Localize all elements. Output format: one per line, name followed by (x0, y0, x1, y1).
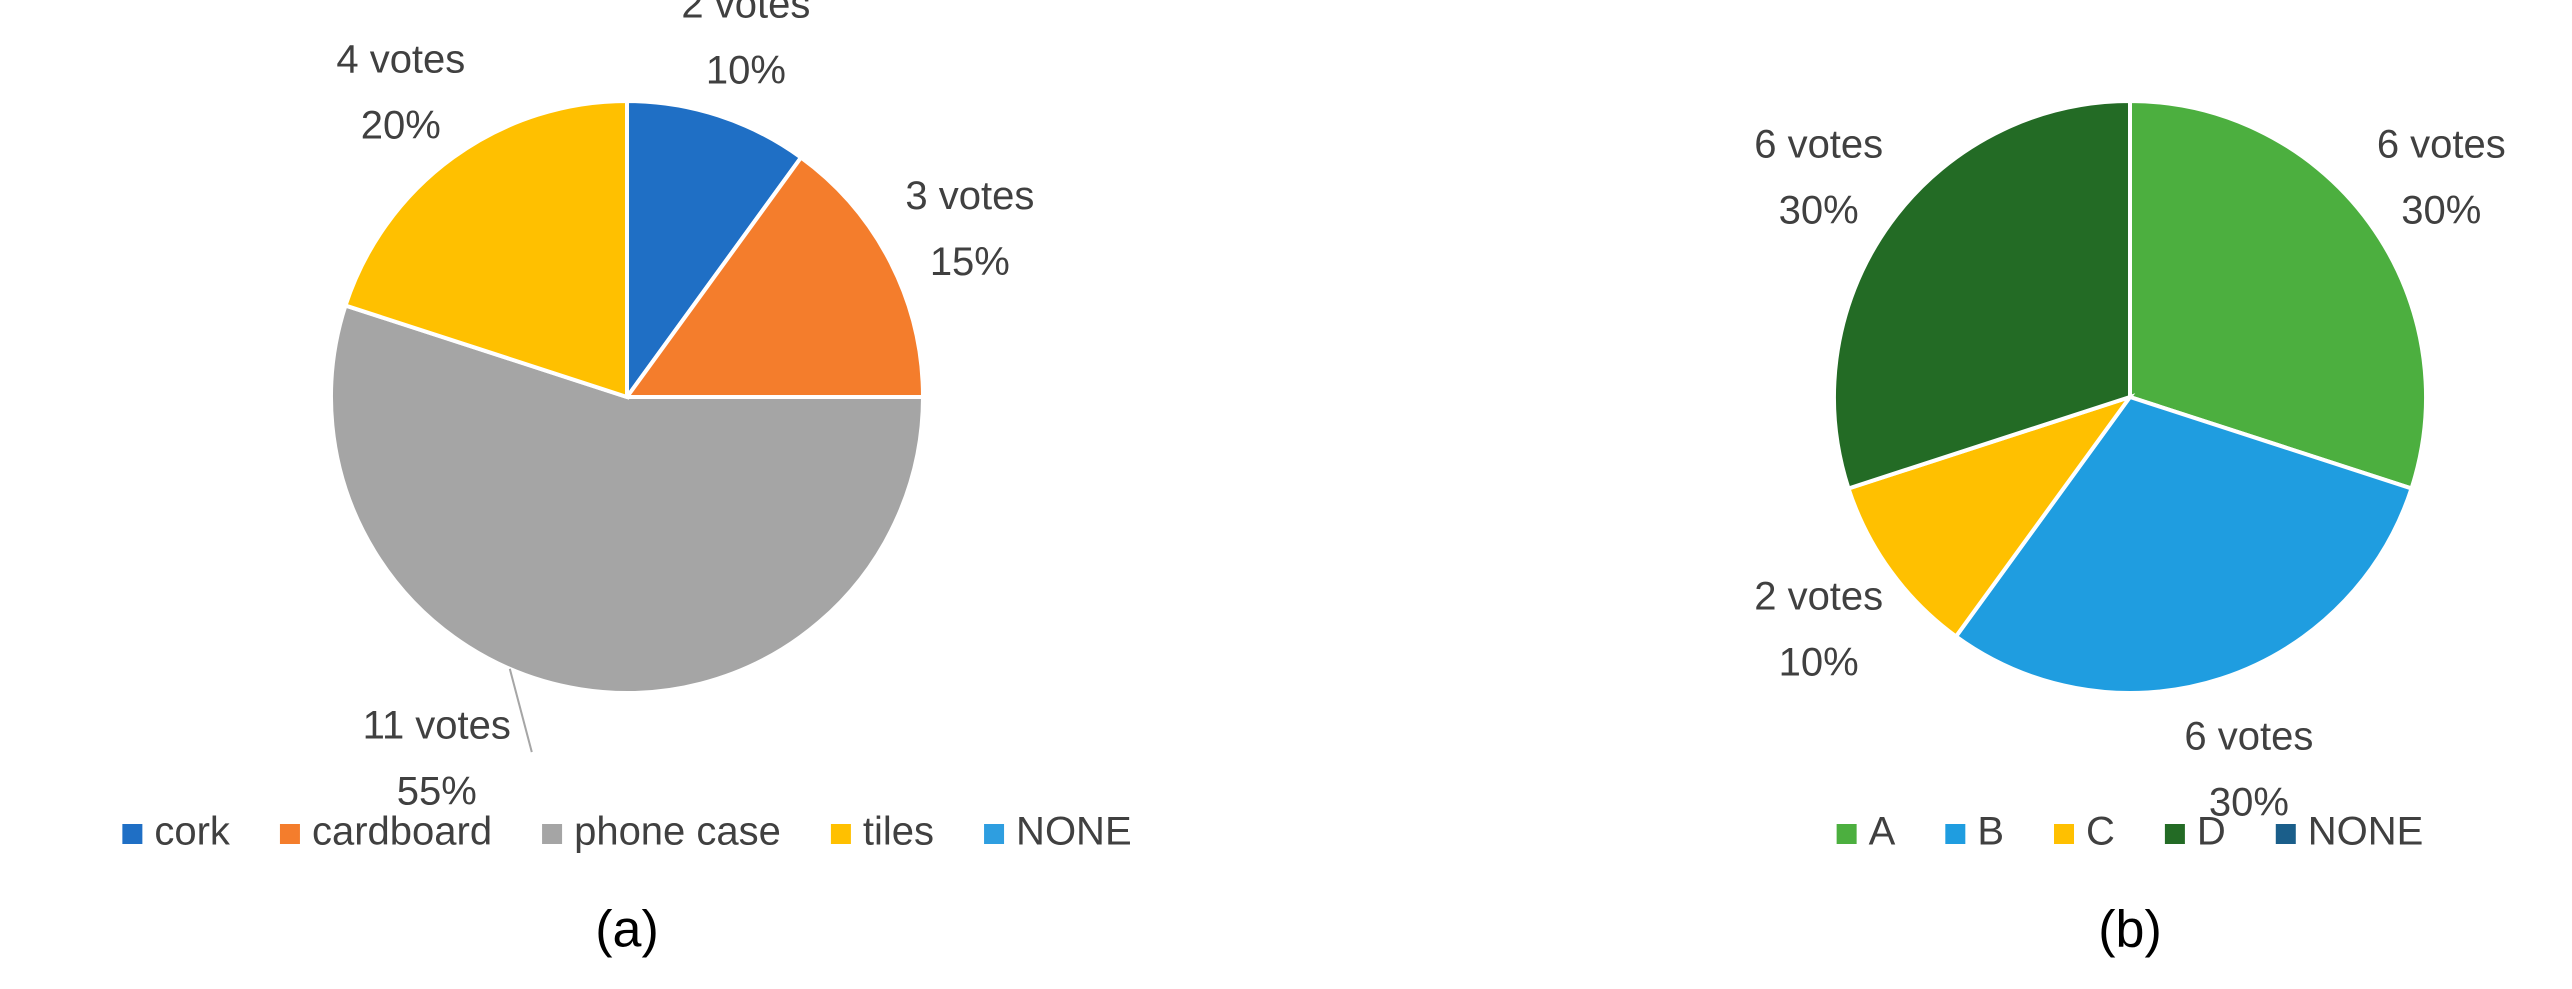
pie-slice (329, 303, 926, 695)
legend-label: D (2197, 810, 2226, 854)
legend-swatch (279, 824, 300, 844)
pie-slice (1832, 98, 2132, 491)
legend-swatch (542, 824, 563, 844)
pie-chart: 2 votes 10% 3 votes 15% 11 votes 55% 4 votes 20… (122, 0, 1132, 959)
pie-slice (1845, 393, 2136, 640)
data-label: 10% (706, 49, 786, 93)
caption: (b) (2098, 901, 2162, 959)
legend-swatch (2275, 824, 2296, 844)
pie-slice (342, 98, 629, 400)
data-label: 11 votes (363, 704, 511, 748)
pie-chart: 6 votes 30% 6 votes 30% 2 votes 10% 6 votes 30%… (1754, 98, 2506, 959)
pie-slice (625, 98, 804, 404)
pie-slice (623, 154, 926, 399)
caption: (a) (595, 901, 659, 959)
legend-label: B (1977, 810, 2004, 854)
legend-label: NONE (2308, 810, 2424, 854)
data-label: 6 votes (2184, 715, 2313, 759)
legend-swatch (830, 824, 851, 844)
leader-line (508, 668, 533, 753)
data-label: 55% (397, 770, 477, 814)
legend-label: tiles (863, 810, 934, 854)
data-label: 30% (2401, 188, 2481, 232)
pie-slice (2128, 98, 2428, 491)
legend-swatch (2054, 824, 2075, 844)
data-label: 20% (361, 103, 441, 147)
legend-label: A (1869, 810, 1896, 854)
data-label: 4 votes (336, 37, 465, 81)
data-label: 30% (2209, 781, 2289, 825)
data-label: 6 votes (1754, 122, 1883, 166)
legend-swatch (2164, 824, 2185, 844)
legend-label: NONE (1016, 810, 1132, 854)
legend-label: cork (154, 810, 231, 854)
legend: cork cardboard phone case tiles NONE (122, 810, 1132, 854)
legend-label: C (2086, 810, 2115, 854)
data-label: 15% (930, 240, 1010, 284)
legend-swatch (1836, 824, 1857, 844)
data-label: 3 votes (905, 174, 1034, 218)
legend-swatch (122, 824, 143, 844)
data-label: 2 votes (681, 0, 810, 27)
data-label: 6 votes (2377, 122, 2506, 166)
legend-swatch (1945, 824, 1966, 844)
legend-label: phone case (574, 810, 781, 854)
data-label: 10% (1779, 641, 1859, 685)
pie-slice (1953, 394, 2415, 695)
data-label: 2 votes (1754, 575, 1883, 619)
legend-swatch (984, 824, 1005, 844)
legend-label: cardboard (312, 810, 492, 854)
data-label: 30% (1779, 188, 1859, 232)
legend: A B C D NONE (1836, 810, 2424, 854)
